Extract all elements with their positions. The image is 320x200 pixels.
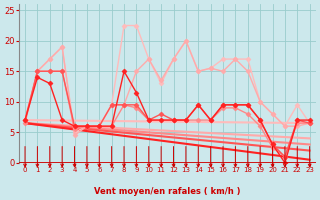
X-axis label: Vent moyen/en rafales ( km/h ): Vent moyen/en rafales ( km/h ) <box>94 187 241 196</box>
